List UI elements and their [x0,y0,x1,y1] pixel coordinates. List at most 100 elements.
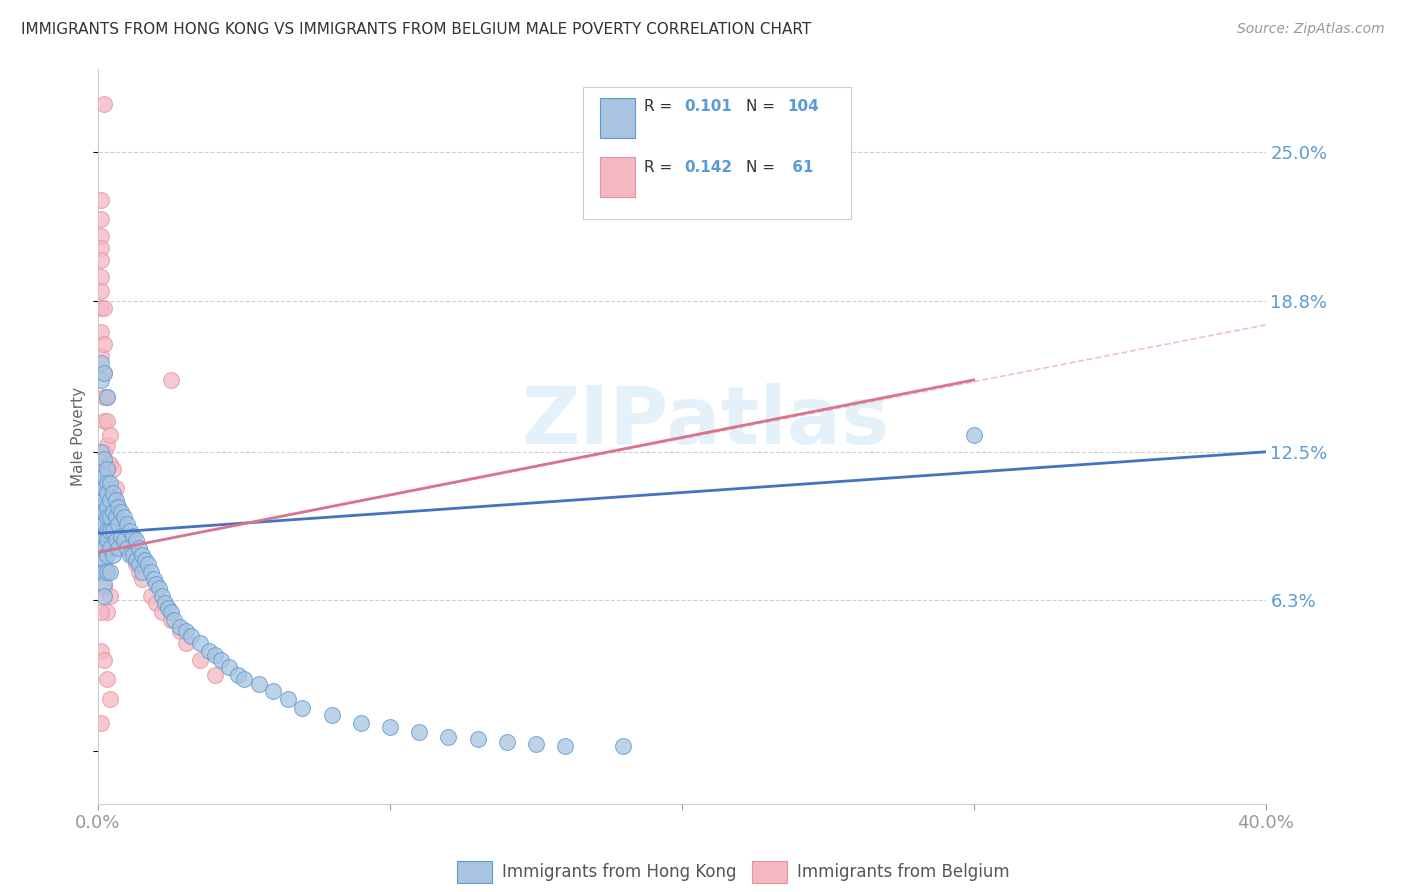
Point [110,516,132,531]
Point [90,325,112,339]
Point [104,492,127,507]
Point [90,485,112,500]
Point [93,576,115,591]
Point [131,572,153,586]
Point [136,558,159,572]
Point [408,725,430,739]
Point [90,509,112,524]
Point [131,548,153,562]
Point [96,548,118,562]
Point [90,461,112,475]
Point [96,509,118,524]
Point [104,509,127,524]
Point [93,414,115,428]
Point [90,285,112,299]
Point [96,437,118,451]
Point [150,605,173,619]
Point [110,505,132,519]
Point [98,485,121,500]
Point [96,390,118,404]
Point [96,533,118,548]
Point [467,732,489,747]
Point [98,541,121,555]
Point [93,529,115,543]
Text: IMMIGRANTS FROM HONG KONG VS IMMIGRANTS FROM BELGIUM MALE POVERTY CORRELATION CH: IMMIGRANTS FROM HONG KONG VS IMMIGRANTS … [21,22,811,37]
Point [96,605,118,619]
Point [150,589,173,603]
Point [134,552,156,566]
Point [163,613,186,627]
Point [107,500,129,514]
Point [101,505,124,519]
Point [90,516,112,531]
Point [93,558,115,572]
Point [98,509,121,524]
Point [93,565,115,579]
Point [112,509,135,524]
Point [96,390,118,404]
Point [198,643,221,657]
Point [145,596,167,610]
Point [96,565,118,579]
Point [233,673,256,687]
Text: Immigrants from Hong Kong: Immigrants from Hong Kong [502,863,737,881]
Point [90,253,112,268]
Point [93,505,115,519]
Point [188,636,211,650]
Point [96,565,118,579]
Point [90,373,112,387]
Point [125,552,148,566]
Point [101,524,124,538]
Text: Source: ZipAtlas.com: Source: ZipAtlas.com [1237,22,1385,37]
Point [93,366,115,380]
Point [148,582,170,596]
Point [93,541,115,555]
Point [115,533,138,548]
Point [90,229,112,244]
Text: R =: R = [644,99,678,114]
Point [93,97,115,112]
Point [90,643,112,657]
Point [98,475,121,490]
Point [437,730,460,744]
Point [93,468,115,483]
Point [160,613,183,627]
Point [247,677,270,691]
Point [112,529,135,543]
Point [93,452,115,467]
Point [204,648,226,663]
Point [90,529,112,543]
Point [174,624,197,639]
Point [96,414,118,428]
Point [90,605,112,619]
Point [157,600,180,615]
Point [120,548,142,562]
Point [93,481,115,495]
Text: N =: N = [747,161,780,176]
Point [96,524,118,538]
Point [101,461,124,475]
Point [495,734,517,748]
Point [122,548,145,562]
Point [93,582,115,596]
FancyBboxPatch shape [582,87,851,219]
Point [90,565,112,579]
Point [218,660,240,674]
Point [90,500,112,514]
Point [101,485,124,500]
Point [93,492,115,507]
Point [291,701,314,715]
Point [93,653,115,667]
Point [90,552,112,566]
Point [350,715,373,730]
Point [321,708,343,723]
Point [122,548,145,562]
Point [104,533,127,548]
Point [96,485,118,500]
Point [107,500,129,514]
Point [96,673,118,687]
Point [93,301,115,315]
Point [142,572,165,586]
Point [104,509,127,524]
Point [96,500,118,514]
